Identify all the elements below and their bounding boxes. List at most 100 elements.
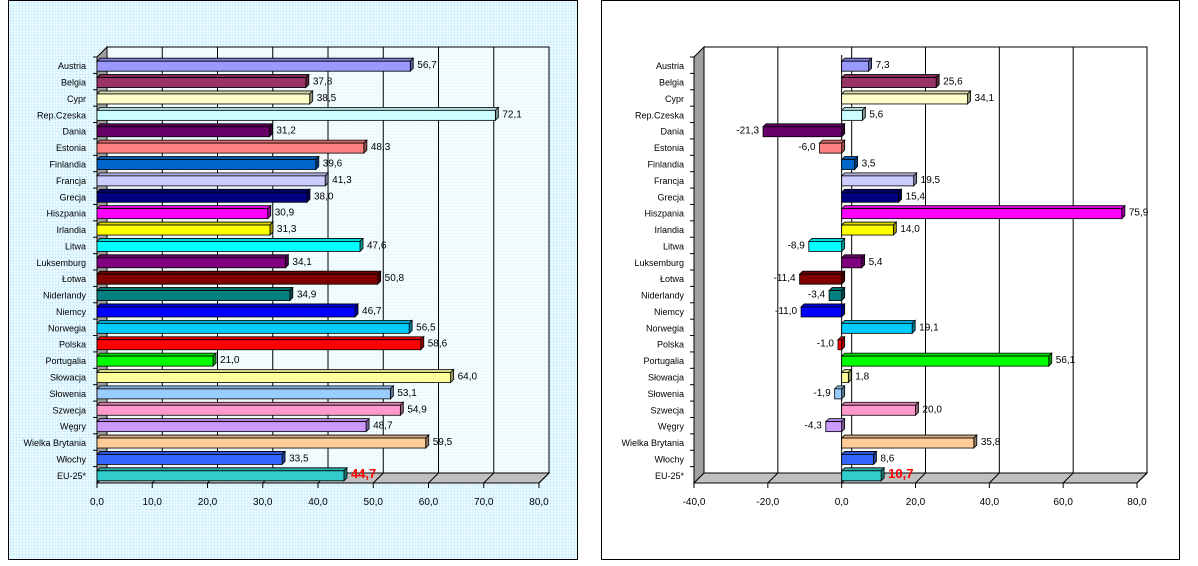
- bar: [828, 286, 846, 302]
- bar: [96, 417, 371, 433]
- bar-top-face: [818, 139, 846, 144]
- bar-top-face: [96, 74, 310, 78]
- category-label: Estonia: [654, 143, 684, 153]
- bar-front-face: [825, 421, 843, 433]
- value-label: 56,7: [417, 60, 437, 71]
- x-tick-label: 40,0: [308, 497, 328, 508]
- bar-top-face: [840, 205, 1126, 210]
- category-label: Portugalia: [643, 356, 684, 366]
- bar: [96, 368, 455, 384]
- gridline-floor: [767, 472, 779, 484]
- value-label: -4,3: [805, 421, 823, 432]
- category-label: Hiszpania: [46, 209, 86, 219]
- bar: [840, 368, 853, 384]
- category-label: Portugalia: [45, 356, 86, 366]
- value-label: 19,5: [921, 175, 941, 186]
- x-tick-label: 60,0: [419, 497, 439, 508]
- value-label: 34,1: [975, 93, 995, 104]
- bar-front-face: [841, 60, 870, 72]
- bar: [840, 401, 920, 417]
- category-label: Francja: [56, 176, 86, 186]
- bar-top-face: [96, 336, 425, 341]
- bar: [96, 73, 310, 89]
- category-label: Polska: [59, 340, 86, 350]
- category-label: Litwa: [65, 241, 86, 251]
- value-label: 5,6: [869, 109, 883, 120]
- bar-front-face: [799, 273, 843, 285]
- bar-top-face: [840, 319, 917, 324]
- category-label: Finlandia: [49, 160, 86, 170]
- bar-top-face: [96, 238, 364, 242]
- bar: [800, 302, 846, 318]
- bar-front-face: [841, 77, 937, 88]
- bar: [96, 302, 359, 318]
- bar-front-face: [841, 404, 916, 416]
- category-label: EU-25*: [655, 471, 685, 481]
- bar-front-face: [841, 322, 913, 334]
- value-label: 1,8: [855, 372, 869, 383]
- bar-front-face: [96, 159, 317, 170]
- bar-front-face: [762, 126, 843, 138]
- bar: [96, 122, 274, 138]
- bar: [96, 221, 274, 237]
- bar: [837, 335, 846, 351]
- bar: [807, 237, 846, 253]
- bar: [96, 270, 382, 286]
- plot-side-wall: [693, 45, 705, 485]
- value-label: 14,0: [900, 224, 920, 235]
- bar-top-face: [840, 188, 903, 193]
- value-label: 34,9: [297, 290, 317, 301]
- bar: [96, 57, 415, 73]
- category-label: Słowacja: [648, 373, 684, 383]
- bar-front-face: [96, 60, 411, 72]
- category-label: Grecja: [657, 192, 684, 202]
- value-label: 46,7: [362, 306, 382, 317]
- category-label: Austria: [58, 61, 86, 71]
- bar-top-face: [96, 369, 455, 373]
- category-label: Niemcy: [654, 307, 685, 317]
- category-label: Litwa: [663, 241, 684, 251]
- value-label: 53,1: [397, 388, 417, 399]
- bar-chart-left: 0,0 10,0 20,0 30,0 40,0 50,0 60,0 70,0 80,0 Austr…: [23, 45, 551, 508]
- bar: [840, 253, 866, 269]
- value-label: -3,4: [808, 290, 826, 301]
- bar-front-face: [96, 208, 269, 220]
- bar: [840, 106, 867, 122]
- x-tick-label: 60,0: [1053, 497, 1073, 508]
- bar-front-face: [96, 355, 214, 367]
- category-label: Niderlandy: [641, 291, 685, 301]
- bar-front-face: [96, 290, 291, 301]
- bar-top-face: [96, 401, 405, 406]
- category-label: Rep.Czeska: [635, 110, 684, 120]
- bar: [96, 106, 500, 122]
- category-label: Łotwa: [660, 274, 684, 284]
- category-label: Wielka Brytania: [621, 438, 684, 448]
- category-label: Irlandia: [654, 225, 684, 235]
- bar-top-face: [96, 467, 348, 472]
- bar: [840, 352, 1053, 368]
- category-label: Dania: [660, 127, 684, 137]
- category-label: Szwecja: [650, 405, 684, 415]
- x-tick-label: 30,0: [253, 497, 273, 508]
- value-label: 15,4: [906, 191, 926, 202]
- value-label: 34,1: [292, 257, 312, 268]
- bar-top-face: [96, 139, 368, 144]
- category-label: Francja: [654, 176, 684, 186]
- bar-top-face: [840, 401, 920, 406]
- bar-front-face: [96, 339, 422, 351]
- bar-top-face: [96, 221, 274, 226]
- bar-chart-right: -40,0 -20,0 0,0 20,0 40,0 60,0 80,0 Austria 7,3 B…: [621, 45, 1149, 508]
- bar: [96, 319, 414, 335]
- bar-top-face: [840, 434, 978, 439]
- category-label: EU-25*: [57, 471, 87, 481]
- category-label: Rep.Czeska: [37, 110, 86, 120]
- bar-top-face: [96, 90, 314, 95]
- bar: [96, 352, 217, 368]
- bar-front-face: [841, 224, 894, 236]
- bar: [96, 335, 425, 351]
- bar-front-face: [96, 77, 307, 88]
- bar-top-face: [840, 451, 878, 455]
- bar: [96, 450, 287, 466]
- value-label: -1,9: [813, 388, 831, 399]
- bar-top-face: [840, 57, 873, 62]
